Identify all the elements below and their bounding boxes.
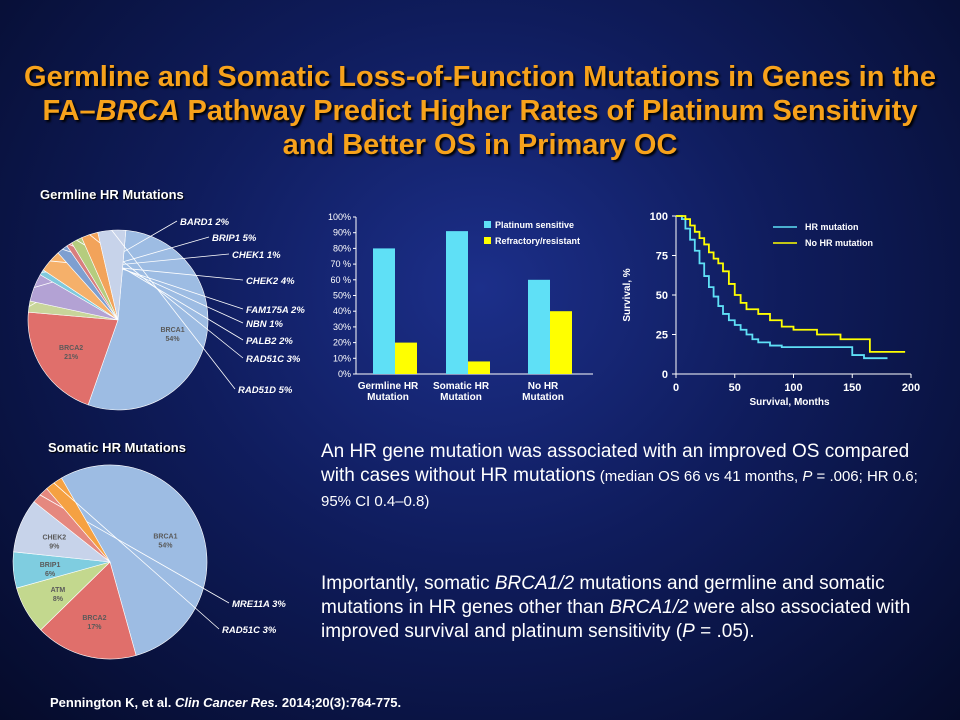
- bar-refractory-1: [468, 361, 490, 374]
- leader-line-rad51d: [111, 229, 236, 390]
- pie-label-brca2: BRCA2: [59, 345, 83, 352]
- bar-y-tick: 80%: [333, 243, 351, 253]
- leader-line-rad51c: [53, 482, 220, 630]
- platinum-bar-chart: 0% 10% 20% 30% 40% 50% 60 % 70 % 80% 90% 100% Germl…: [328, 212, 593, 403]
- slide-title: Germline and Somatic Loss-of-Function Mu…: [24, 61, 936, 161]
- km-legend-label: HR mutation: [805, 222, 859, 232]
- pie-label-fam175a: FAM175A 2%: [246, 305, 305, 316]
- bar-platinum-2: [528, 279, 550, 374]
- km-curve-no-hr-mutation: [676, 215, 906, 353]
- pie-label-nbn: NBN 1%: [246, 319, 284, 330]
- bar-y-tick: 60 %: [330, 275, 351, 285]
- bar-platinum-1: [446, 231, 468, 374]
- km-y-tick: 25: [656, 330, 668, 342]
- pie-label-atm: ATM: [51, 587, 66, 594]
- km-y-label: Survival, %: [622, 268, 633, 321]
- km-y-tick: 75: [656, 251, 668, 263]
- pie-label-brip1: 6%: [45, 571, 56, 578]
- pie-label-bard1: BARD1 2%: [180, 217, 230, 228]
- pie-label-brca1: 54%: [166, 336, 181, 343]
- citation: Pennington K, et al. Clin Cancer Res. 20…: [50, 695, 402, 710]
- pie-label-rad51c: RAD51C 3%: [222, 625, 277, 636]
- bar-y-tick: 90%: [333, 228, 351, 238]
- pie-label-palb2: PALB2 2%: [246, 336, 293, 347]
- km-curve-hr-mutation: [676, 215, 888, 360]
- bar-y-tick: 20%: [333, 338, 351, 348]
- pie-slice-brca2: [27, 311, 119, 406]
- bar-y-tick: 10%: [333, 353, 351, 363]
- km-x-label: Survival, Months: [749, 397, 829, 408]
- pie-label-brca1: BRCA1: [160, 327, 184, 334]
- km-x-tick: 150: [843, 382, 861, 394]
- pie-label-chek2: CHEK2: [42, 534, 66, 541]
- km-y-tick: 50: [656, 290, 668, 302]
- pie-slice-brca1: [61, 464, 208, 656]
- pie-label-rad51c: RAD51C 3%: [246, 354, 301, 365]
- km-y-tick: 0: [662, 369, 668, 381]
- bar-legend-swatch: [484, 221, 491, 228]
- pie-slice-rad51c: [46, 477, 111, 563]
- pie-label-brca1: 54%: [158, 543, 173, 550]
- bar-y-tick: 30%: [333, 322, 351, 332]
- bar-refractory-2: [550, 311, 572, 374]
- km-x-tick: 50: [729, 382, 741, 394]
- bar-category-label: Somatic HR: [433, 381, 490, 392]
- pie-label-chek1: CHEK1 1%: [232, 250, 281, 261]
- somatic-pie-label: Somatic HR Mutations: [48, 440, 186, 455]
- km-y-tick: 100: [650, 211, 668, 223]
- pie-label-mre11a: MRE11A 3%: [232, 599, 286, 610]
- pie-slice-brca2: [40, 561, 137, 660]
- bar-category-label: Mutation: [522, 392, 564, 403]
- bar-legend-label: Refractory/resistant: [495, 236, 580, 246]
- pie-label-rad51d: RAD51D 5%: [238, 385, 293, 396]
- germline-pie-label: Germline HR Mutations: [40, 187, 184, 202]
- bar-category-label: Mutation: [440, 392, 482, 403]
- bar-y-tick: 0%: [338, 369, 351, 379]
- pie-label-atm: 8%: [53, 596, 64, 603]
- bar-platinum-0: [373, 248, 395, 374]
- pie-slice-brca1: [87, 230, 209, 411]
- bar-category-label: Germline HR: [358, 381, 419, 392]
- pie-label-brca2: 17%: [87, 624, 102, 631]
- bar-legend-label: Platinum sensitive: [495, 220, 574, 230]
- pie-label-brca2: 21%: [64, 354, 79, 361]
- germline-pie-chart: BRCA1 54% BRCA2 21% BARD1 2% BRIP1 5% CHEK1 1%…: [27, 217, 305, 411]
- paragraph-somatic: Importantly, somatic BRCA1/2 mutations a…: [321, 573, 911, 642]
- pie-label-brca1: BRCA1: [153, 534, 177, 541]
- pie-label-brca2: BRCA2: [82, 615, 106, 622]
- survival-km-chart: 0 25 50 75 100 0 50 100 150 200 Survival, Months Su…: [622, 211, 920, 408]
- bar-legend-swatch: [484, 237, 491, 244]
- bar-y-tick: 40%: [333, 306, 351, 316]
- title-italic-brca: BRCA: [95, 95, 180, 127]
- km-x-tick: 0: [673, 382, 679, 394]
- pie-label-chek2: CHEK2 4%: [246, 276, 295, 287]
- bar-y-tick: 70 %: [330, 259, 351, 269]
- bar-refractory-0: [395, 342, 417, 374]
- pie-label-brip1: BRIP1: [40, 562, 61, 569]
- bar-category-label: Mutation: [367, 392, 409, 403]
- km-x-tick: 100: [784, 382, 802, 394]
- bar-y-tick: 100%: [328, 212, 351, 222]
- paragraph-os: An HR gene mutation was associated with …: [321, 441, 918, 510]
- somatic-pie-chart: BRCA1 54% BRCA2 17% ATM 8% BRIP1 6% CHEK2 9% MRE11…: [12, 464, 286, 660]
- km-x-tick: 200: [902, 382, 920, 394]
- km-legend-label: No HR mutation: [805, 238, 873, 248]
- pie-label-brip1: BRIP1 5%: [212, 233, 257, 244]
- bar-category-label: No HR: [528, 381, 559, 392]
- bar-y-tick: 50%: [333, 291, 351, 301]
- pie-label-chek2: 9%: [49, 543, 60, 550]
